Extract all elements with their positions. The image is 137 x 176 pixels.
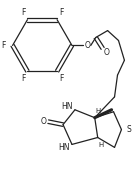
- Text: H: H: [98, 142, 103, 148]
- Text: F: F: [59, 8, 64, 17]
- Text: H: H: [95, 108, 100, 114]
- Text: F: F: [21, 8, 25, 17]
- Text: S: S: [126, 125, 131, 134]
- Text: F: F: [2, 41, 6, 50]
- Text: HN: HN: [58, 143, 70, 152]
- Text: O: O: [40, 117, 46, 126]
- Text: O: O: [85, 41, 91, 50]
- Text: F: F: [21, 74, 25, 83]
- Text: F: F: [59, 74, 64, 83]
- Text: O: O: [104, 48, 110, 57]
- Text: HN: HN: [61, 102, 73, 111]
